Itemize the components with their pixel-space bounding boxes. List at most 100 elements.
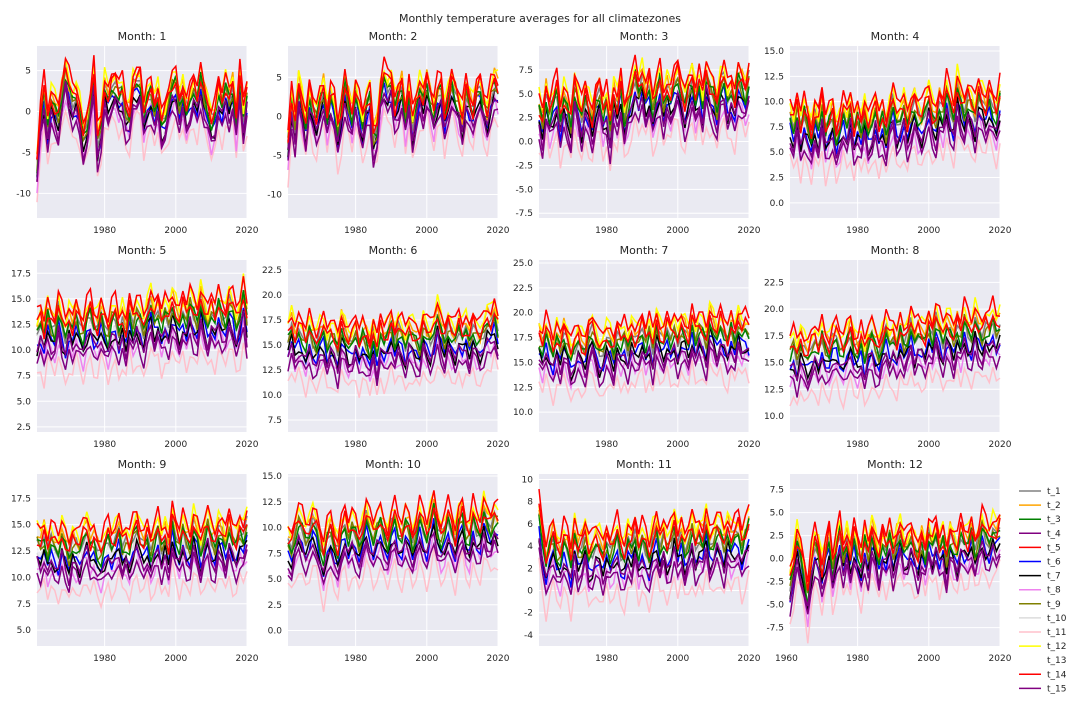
x-tick-label: 2000 [415, 226, 438, 236]
x-tick-label: 2020 [236, 654, 259, 664]
y-tick-label: 0 [25, 108, 31, 118]
y-tick-label: 2.5 [519, 114, 533, 124]
y-tick-label: 12.5 [764, 72, 784, 82]
x-tick-label: 1980 [344, 654, 367, 664]
subplot-title: Month: 11 [616, 458, 672, 471]
subplot-month-3: -7.5-5.0-2.50.02.55.07.51980 2000 2020Mont… [515, 30, 760, 236]
y-tick-label: 7.5 [770, 486, 784, 496]
legend-label-t_2: t_2 [1047, 501, 1061, 511]
y-tick-label: 10 [522, 476, 534, 486]
y-tick-label: 15.0 [262, 341, 282, 351]
y-tick-label: -7.5 [766, 624, 784, 634]
subplot-month-8: 10.012.515.017.520.022.51980 2000 2020Mont… [764, 244, 1012, 450]
y-tick-label: 0.0 [770, 199, 785, 209]
y-tick-label: -5 [22, 148, 31, 158]
x-tick-label: 1980 [595, 440, 618, 450]
y-tick-label: 17.5 [513, 334, 533, 344]
y-tick-label: 17.5 [764, 332, 784, 342]
legend-label-t_4: t_4 [1047, 529, 1061, 539]
subplot-month-2: -10 -5 0 5 1980 2000 2020 Month: 2 [267, 30, 509, 236]
y-tick-label: 8 [527, 498, 533, 508]
y-tick-label: 15.0 [764, 47, 784, 57]
subplot-month-5: 2.5 5.0 7.5 10.0 12.5 15.0 17.5 1980 2000 2020 Mon… [11, 244, 259, 450]
y-tick-label: 5.0 [770, 148, 785, 158]
x-tick-label: 2020 [487, 440, 510, 450]
y-tick-label: 7.5 [17, 372, 31, 382]
y-tick-label: 12.5 [11, 547, 31, 557]
y-tick-label: 20.0 [262, 291, 282, 301]
y-tick-label: 22.5 [513, 284, 533, 294]
y-tick-label: 22.5 [262, 266, 282, 276]
y-tick-label: 25.0 [513, 259, 533, 269]
y-tick-label: 5 [25, 67, 31, 77]
subplot-title: Month: 8 [871, 244, 920, 257]
y-tick-label: 2.5 [17, 423, 31, 433]
x-tick-label: 2000 [415, 440, 438, 450]
subplot-title: Month: 1 [118, 30, 167, 43]
y-tick-label: 7.5 [268, 416, 282, 426]
figure-title: Monthly temperature averages for all cli… [399, 12, 681, 25]
y-tick-label: 7.5 [268, 549, 282, 559]
y-tick-label: 10.0 [262, 524, 282, 534]
x-tick-label: 1980 [595, 654, 618, 664]
y-tick-label: 15.0 [513, 358, 533, 368]
y-tick-label: 7.5 [770, 123, 784, 133]
y-tick-label: 6 [527, 520, 533, 530]
legend-label-t_10: t_10 [1047, 614, 1067, 624]
legend-label-t_15: t_15 [1047, 684, 1066, 694]
x-tick-label: 2000 [415, 654, 438, 664]
x-tick-label: 2020 [236, 440, 259, 450]
x-tick-label: 1980 [344, 440, 367, 450]
x-tick-label: 1980 [93, 654, 116, 664]
y-tick-label: 15.0 [262, 472, 282, 482]
legend-label-t_3: t_3 [1047, 515, 1061, 525]
y-tick-label: 5.0 [268, 575, 283, 585]
y-tick-label: 2.5 [268, 601, 282, 611]
y-tick-label: -2.5 [766, 578, 784, 588]
x-tick-label: 2000 [917, 440, 940, 450]
x-tick-label: 2000 [164, 226, 187, 236]
subplot-month-12: -7.5 -5.0 -2.5 0.0 2.5 5.0 7.5 1960 1980 2000 2020… [766, 458, 1011, 664]
x-tick-label: 2020 [738, 440, 761, 450]
subplot-month-7: 10.0 12.5 15.0 17.5 20.0 22.5 25.0 1980 2000 2020… [513, 244, 761, 450]
legend-label-t_11: t_11 [1047, 628, 1066, 638]
subplot-title: Month: 7 [620, 244, 669, 257]
x-tick-label: 2020 [236, 226, 259, 236]
x-tick-label: 1980 [344, 226, 367, 236]
subplot-title: Month: 9 [118, 458, 167, 471]
x-tick-label: 2020 [738, 654, 761, 664]
x-tick-label: 2020 [487, 226, 510, 236]
legend-label-t_9: t_9 [1047, 600, 1061, 610]
y-tick-label: 0.0 [519, 138, 534, 148]
x-tick-label: 1980 [846, 654, 869, 664]
x-tick-label: 2000 [666, 654, 689, 664]
y-tick-label: 5.0 [17, 626, 32, 636]
subplot-month-10: 0.02.55.07.510.012.515.01980 2000 2020Mont… [262, 458, 510, 664]
y-tick-label: -10 [267, 191, 282, 201]
x-tick-label: 1980 [846, 226, 869, 236]
y-tick-label: -5.0 [766, 601, 784, 611]
x-tick-label: 1980 [93, 440, 116, 450]
legend-label-t_6: t_6 [1047, 558, 1061, 568]
y-tick-label: -7.5 [515, 209, 533, 219]
y-tick-label: 12.5 [262, 366, 282, 376]
legend-label-t_13: t_13 [1047, 656, 1066, 666]
subplot-title: Month: 6 [369, 244, 418, 257]
y-tick-label: 15.0 [11, 295, 31, 305]
y-tick-label: 12.5 [262, 498, 282, 508]
x-tick-label: 2000 [917, 226, 940, 236]
subplot-month-6: 7.510.012.515.017.520.022.51980 2000 2020M… [262, 244, 510, 450]
x-tick-label: 1980 [595, 226, 618, 236]
legend: t_1 t_2 t_3 t_4 t_5 t_6 t_7 t_8 t_9 t_10 t_11 t_12t… [1019, 487, 1067, 694]
y-tick-label: 7.5 [519, 66, 533, 76]
subplot-title: Month: 5 [118, 244, 167, 257]
y-tick-label: 15.0 [11, 521, 31, 531]
x-tick-label: 1980 [93, 226, 116, 236]
y-tick-label: 10.0 [262, 391, 282, 401]
x-tick-label: 2000 [164, 654, 187, 664]
y-tick-label: -10 [16, 189, 31, 199]
subplot-month-9: 5.07.510.012.515.017.51980 2000 2020Month:… [11, 458, 259, 664]
subplot-title: Month: 12 [867, 458, 923, 471]
